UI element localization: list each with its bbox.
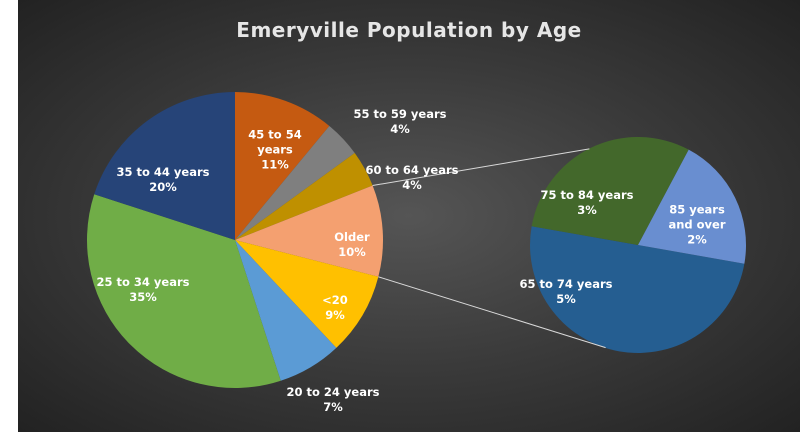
category-label: 20 to 24 years (286, 385, 380, 399)
connector-line (378, 276, 606, 349)
data-label: Older 10% (327, 230, 377, 260)
data-label: 85 years and over 2% (667, 203, 727, 248)
connector-line (372, 148, 590, 187)
plot (87, 92, 747, 389)
value-label: 5% (556, 292, 576, 306)
data-label: 55 to 59 years 4% (345, 107, 455, 137)
data-label: 65 to 74 years 5% (511, 277, 621, 307)
value-label: 9% (325, 308, 345, 322)
pie-slice (235, 92, 330, 240)
value-label: 4% (402, 178, 422, 192)
pie-slice (235, 240, 337, 381)
value-label: 35% (129, 290, 157, 304)
value-label: 10% (338, 245, 366, 259)
value-label: 3% (577, 203, 597, 217)
value-label: 2% (687, 232, 707, 247)
category-label: 85 years and over (668, 202, 726, 232)
category-label: 60 to 64 years (365, 163, 459, 177)
pie-slice (531, 136, 689, 245)
value-label: 4% (390, 122, 410, 136)
category-label: 65 to 74 years (519, 277, 613, 291)
category-label: 55 to 59 years (353, 107, 447, 121)
pie-slice (94, 92, 235, 240)
data-label: 75 to 84 years 3% (532, 188, 642, 218)
data-label: 25 to 34 years 35% (83, 275, 203, 305)
data-label: 60 to 64 years 4% (357, 163, 467, 193)
category-label: 75 to 84 years (540, 188, 634, 202)
chart-title: Emeryville Population by Age (236, 18, 582, 42)
data-label: 35 to 44 years 20% (103, 165, 223, 195)
category-label: 25 to 34 years (96, 275, 190, 289)
pie-slice (235, 125, 355, 240)
pie-slice (235, 185, 383, 277)
pie-slice (638, 149, 747, 264)
pie-slice (235, 240, 379, 348)
category-label: Older (334, 230, 370, 244)
category-label: <20 (322, 293, 348, 307)
value-label: 20% (149, 180, 177, 194)
pie-slice (87, 194, 281, 389)
pie-slice (530, 226, 745, 353)
value-label: 11% (261, 157, 289, 172)
chart: Emeryville Population by Age 45 to 54 ye… (18, 0, 800, 432)
pie-slice (235, 153, 373, 240)
data-label: <20 9% (315, 293, 355, 323)
value-label: 7% (323, 400, 343, 414)
data-label: 45 to 54 years 11% (243, 128, 307, 173)
category-label: 45 to 54 years (248, 127, 302, 157)
data-label: 20 to 24 years 7% (273, 385, 393, 415)
category-label: 35 to 44 years (116, 165, 210, 179)
